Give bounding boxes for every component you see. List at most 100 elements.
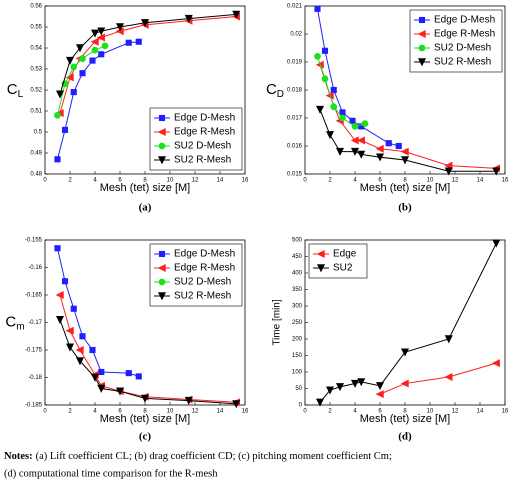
legend-label: SU2 R-Mesh bbox=[174, 291, 231, 302]
marker bbox=[491, 359, 500, 368]
y-tick-label: -0.18 bbox=[28, 375, 42, 381]
marker bbox=[330, 86, 337, 94]
notes-label: Notes: bbox=[4, 451, 33, 462]
legend-marker bbox=[417, 58, 427, 67]
marker bbox=[349, 117, 356, 124]
series-line bbox=[379, 362, 497, 395]
marker bbox=[65, 73, 74, 82]
y-tick-label: 0 bbox=[299, 403, 303, 409]
legend-marker bbox=[158, 278, 166, 286]
series-line bbox=[59, 319, 237, 405]
marker bbox=[361, 120, 369, 127]
x-tick-label: 14 bbox=[217, 409, 224, 415]
legend-label: SU2 R-Mesh bbox=[434, 57, 491, 68]
marker bbox=[444, 372, 453, 381]
marker bbox=[385, 140, 392, 147]
panel-label: (c) bbox=[139, 431, 152, 443]
marker bbox=[375, 382, 385, 391]
marker bbox=[55, 90, 65, 99]
x-tick-label: 0 bbox=[43, 409, 47, 415]
marker bbox=[330, 103, 338, 111]
x-tick-label: 8 bbox=[143, 409, 147, 415]
legend-label: Edge D-Mesh bbox=[434, 15, 495, 26]
marker bbox=[54, 111, 61, 119]
x-tick-label: 4 bbox=[93, 178, 97, 184]
legend-label: SU2 D-Mesh bbox=[174, 277, 231, 288]
x-axis-label: Mesh (tet) size [M] bbox=[360, 182, 450, 194]
marker bbox=[70, 89, 77, 96]
x-tick-label: 4 bbox=[93, 409, 97, 415]
x-tick-label: 0 bbox=[303, 178, 307, 184]
y-tick-label: 50 bbox=[295, 386, 302, 392]
marker bbox=[97, 384, 106, 393]
x-axis-label: Mesh (tet) size [M] bbox=[360, 413, 450, 425]
x-tick-label: 0 bbox=[303, 409, 307, 415]
panel-label: (a) bbox=[139, 202, 152, 214]
marker bbox=[339, 114, 346, 122]
legend-marker bbox=[158, 250, 166, 258]
series-line bbox=[57, 41, 139, 160]
legend-marker bbox=[157, 156, 167, 165]
marker bbox=[184, 396, 193, 405]
legend-marker bbox=[316, 249, 325, 259]
y-axis-label-sub: L bbox=[18, 89, 24, 100]
marker bbox=[321, 47, 329, 54]
y-tick-label: -0.165 bbox=[25, 293, 43, 299]
marker bbox=[400, 379, 409, 388]
marker bbox=[314, 5, 321, 12]
legend-marker bbox=[418, 16, 426, 24]
notes-line: (a) Lift coefficient CL; (b) drag coeffi… bbox=[36, 451, 392, 462]
y-tick-label: 100 bbox=[292, 370, 303, 376]
marker bbox=[140, 394, 150, 403]
legend-label: Edge R-Mesh bbox=[174, 127, 235, 138]
y-tick-label: 300 bbox=[292, 304, 303, 310]
marker bbox=[115, 387, 125, 396]
legend-label: Edge bbox=[333, 249, 357, 260]
x-axis-label: Mesh (tet) size [M] bbox=[100, 182, 190, 194]
series-line bbox=[57, 248, 139, 377]
y-axis-label: Time [min] bbox=[272, 299, 283, 346]
y-tick-label: 0.018 bbox=[287, 88, 303, 94]
legend-label: Edge R-Mesh bbox=[434, 29, 495, 40]
x-tick-label: 10 bbox=[427, 178, 434, 184]
marker bbox=[70, 63, 78, 71]
marker bbox=[97, 27, 106, 36]
y-tick-label: 0.016 bbox=[287, 144, 303, 150]
marker bbox=[54, 245, 61, 252]
marker bbox=[89, 346, 96, 354]
y-axis-label: CD bbox=[266, 81, 284, 100]
y-tick-label: 0.015 bbox=[287, 172, 303, 178]
marker bbox=[91, 46, 99, 54]
marker bbox=[321, 75, 329, 83]
marker bbox=[79, 70, 86, 77]
marker bbox=[184, 14, 193, 23]
marker bbox=[125, 370, 132, 377]
legend-marker bbox=[157, 127, 166, 137]
x-tick-label: 8 bbox=[143, 178, 147, 184]
marker bbox=[61, 278, 69, 285]
marker bbox=[75, 357, 85, 366]
legend-marker bbox=[417, 29, 426, 39]
marker bbox=[314, 53, 321, 60]
marker bbox=[75, 345, 84, 355]
series-line bbox=[319, 109, 497, 172]
y-tick-label: -0.17 bbox=[28, 320, 42, 326]
x-tick-label: 10 bbox=[167, 178, 174, 184]
y-tick-label: -0.155 bbox=[25, 238, 43, 244]
y-tick-label: 250 bbox=[292, 320, 303, 326]
legend-marker bbox=[316, 264, 326, 273]
legend-marker bbox=[157, 292, 167, 301]
y-tick-label: 0.5 bbox=[34, 130, 43, 136]
marker bbox=[96, 33, 105, 42]
y-tick-label: 0.51 bbox=[30, 109, 42, 115]
x-tick-label: 16 bbox=[502, 178, 509, 184]
marker bbox=[315, 105, 325, 114]
marker bbox=[61, 126, 69, 133]
marker bbox=[325, 131, 335, 140]
x-tick-label: 14 bbox=[477, 409, 484, 415]
marker bbox=[232, 400, 241, 409]
marker bbox=[444, 161, 453, 170]
marker bbox=[444, 167, 453, 176]
marker bbox=[351, 123, 359, 130]
y-tick-label: 0.55 bbox=[30, 25, 42, 31]
